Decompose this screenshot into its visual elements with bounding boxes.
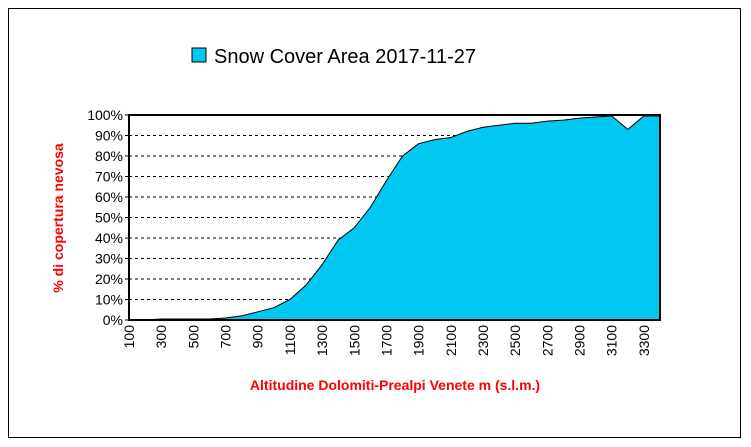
x-axis-title: Altitudine Dolomiti-Prealpi Venete m (s.… xyxy=(250,377,540,393)
x-tick-label: 2500 xyxy=(507,325,523,356)
x-tick-label: 500 xyxy=(185,325,201,349)
x-tick-label: 1900 xyxy=(411,325,427,356)
y-tick-label: 60% xyxy=(95,189,123,205)
y-tick-label: 20% xyxy=(95,271,123,287)
x-axis-ticks: 100 300 500 700 900 1100 1300 1500 1700 1900 2100 2… xyxy=(121,325,652,356)
legend-swatch xyxy=(191,47,207,63)
y-axis-title: % di copertura nevosa xyxy=(50,143,66,293)
y-tick-label: 0% xyxy=(103,312,123,328)
x-tick-label: 1100 xyxy=(282,325,298,355)
y-tick-label: 10% xyxy=(95,292,123,308)
x-tick-label: 2700 xyxy=(539,325,555,356)
snow-cover-area xyxy=(129,115,661,321)
x-tick-label: 2100 xyxy=(443,325,459,356)
y-tick-label: 40% xyxy=(95,230,123,246)
y-tick-label: 30% xyxy=(95,251,123,267)
x-tick-label: 900 xyxy=(250,325,266,349)
x-tick-label: 1300 xyxy=(314,325,330,356)
x-tick-label: 1500 xyxy=(346,325,362,356)
x-tick-label: 300 xyxy=(153,325,169,349)
y-tick-label: 70% xyxy=(95,169,123,185)
y-tick-label: 50% xyxy=(95,210,123,226)
y-tick-label: 90% xyxy=(95,128,123,144)
x-tick-label: 100 xyxy=(121,325,137,349)
x-tick-label: 2300 xyxy=(475,325,491,356)
legend-label: Snow Cover Area 2017-11-27 xyxy=(214,46,476,68)
x-tick-label: 700 xyxy=(218,325,234,349)
y-tick-label: 80% xyxy=(95,148,123,164)
y-tick-label: 100% xyxy=(87,107,123,123)
x-tick-label: 1700 xyxy=(378,325,394,356)
x-tick-label: 2900 xyxy=(572,325,588,356)
x-tick-label: 3300 xyxy=(636,325,652,356)
y-axis-ticks: 0% 10% 20% 30% 40% 50% 60% 70% 80% 90% 100% xyxy=(87,107,129,328)
x-tick-label: 3100 xyxy=(604,325,620,356)
